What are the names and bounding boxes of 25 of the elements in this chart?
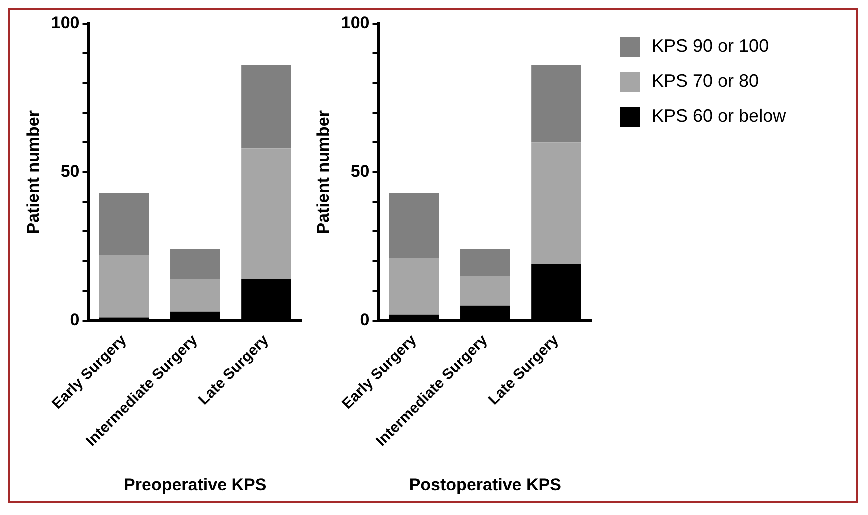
bar (460, 276, 510, 306)
legend-label: KPS 70 or 80 (652, 71, 760, 92)
bar (242, 148, 292, 280)
bar (389, 258, 440, 315)
bar (389, 193, 440, 258)
y-axis-title: Patient number (24, 110, 43, 234)
bar (460, 250, 510, 276)
legend-label: KPS 60 or below (652, 106, 786, 127)
y-tick-label: 0 (360, 310, 370, 330)
x-axis-title: Preoperative KPS (124, 475, 267, 494)
bar (99, 255, 150, 318)
x-axis-title: Postoperative KPS (409, 475, 562, 494)
y-tick-label: 50 (350, 162, 370, 182)
bar (170, 250, 220, 280)
y-tick-label: 100 (341, 14, 370, 33)
bar (170, 279, 220, 312)
y-tick-label: 100 (51, 14, 80, 33)
y-tick-label: 50 (60, 162, 80, 182)
y-tick-label: 0 (70, 310, 80, 330)
legend-label: KPS 90 or 100 (652, 36, 770, 57)
bar (532, 142, 582, 264)
bar (99, 193, 150, 256)
bar (532, 66, 582, 143)
bar (242, 66, 292, 149)
y-axis-title: Patient number (314, 110, 333, 234)
